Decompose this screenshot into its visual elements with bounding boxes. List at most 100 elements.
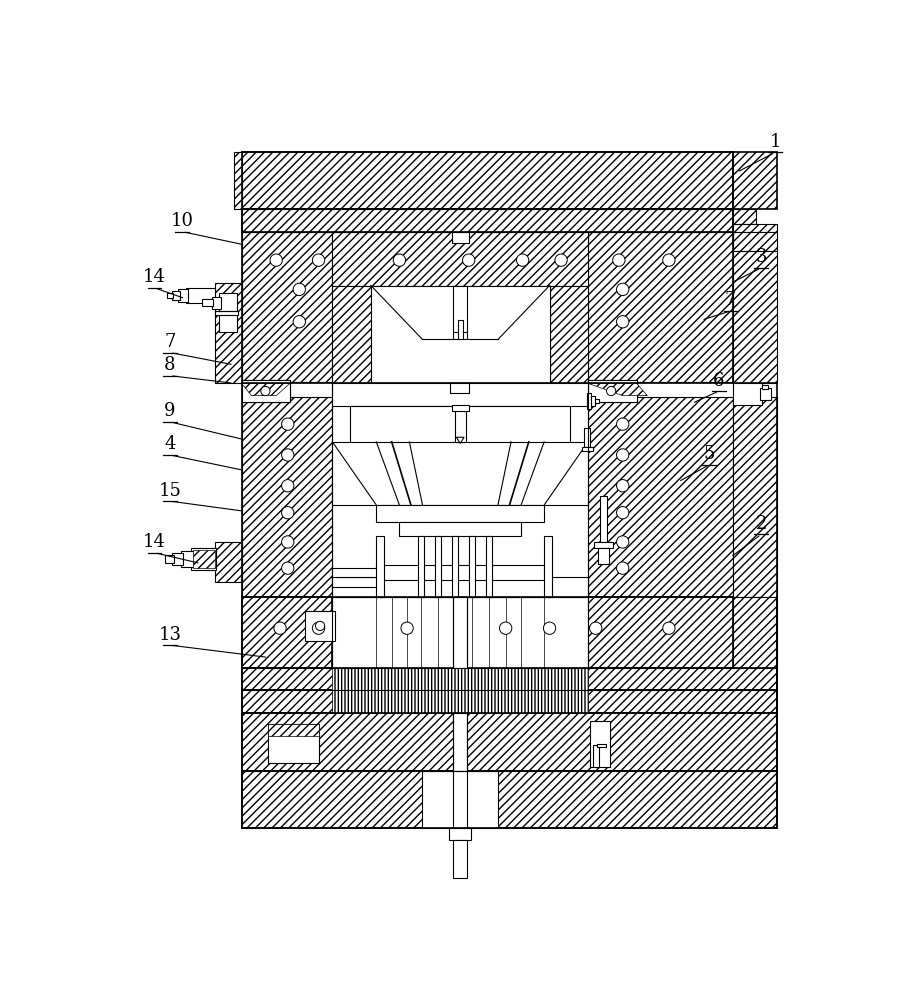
Bar bbox=[596, 744, 606, 747]
Bar bbox=[350, 406, 570, 443]
Bar bbox=[219, 293, 237, 332]
Bar bbox=[454, 406, 466, 442]
Bar bbox=[186, 288, 215, 303]
Bar bbox=[453, 286, 467, 332]
Text: 14: 14 bbox=[143, 533, 166, 551]
Bar bbox=[588, 232, 733, 382]
Bar bbox=[486, 536, 492, 597]
Circle shape bbox=[282, 480, 294, 492]
Bar bbox=[588, 597, 733, 668]
Text: 3: 3 bbox=[755, 248, 767, 266]
Circle shape bbox=[617, 480, 629, 492]
Text: 6: 6 bbox=[713, 371, 725, 389]
Circle shape bbox=[516, 254, 529, 266]
Circle shape bbox=[462, 254, 475, 266]
Bar bbox=[594, 542, 612, 548]
Bar bbox=[762, 385, 768, 389]
Circle shape bbox=[617, 562, 629, 574]
Bar bbox=[242, 713, 778, 771]
Bar bbox=[332, 442, 588, 505]
Polygon shape bbox=[371, 286, 550, 383]
Bar bbox=[193, 550, 215, 568]
Text: 4: 4 bbox=[164, 435, 176, 453]
Bar bbox=[242, 597, 332, 668]
Bar bbox=[242, 380, 290, 402]
Polygon shape bbox=[456, 437, 464, 443]
Circle shape bbox=[663, 254, 675, 266]
Bar bbox=[733, 152, 778, 209]
Bar bbox=[242, 397, 332, 597]
Bar bbox=[172, 291, 180, 300]
Circle shape bbox=[617, 418, 629, 430]
Bar bbox=[242, 232, 332, 382]
Bar bbox=[332, 232, 588, 286]
Circle shape bbox=[617, 449, 629, 461]
Bar bbox=[181, 551, 194, 567]
Bar bbox=[449, 828, 471, 840]
Bar bbox=[332, 577, 588, 597]
Circle shape bbox=[293, 283, 305, 296]
Circle shape bbox=[617, 316, 629, 328]
Text: 1: 1 bbox=[770, 133, 781, 151]
Circle shape bbox=[270, 254, 282, 266]
Bar bbox=[376, 536, 384, 597]
Circle shape bbox=[282, 536, 294, 548]
Bar bbox=[595, 399, 599, 403]
Bar bbox=[453, 840, 467, 878]
Bar bbox=[733, 383, 762, 405]
Text: 14: 14 bbox=[143, 268, 166, 286]
Circle shape bbox=[393, 254, 406, 266]
Circle shape bbox=[260, 386, 270, 396]
Bar bbox=[544, 536, 552, 597]
Polygon shape bbox=[242, 380, 290, 402]
Polygon shape bbox=[588, 380, 637, 402]
Bar bbox=[179, 289, 188, 302]
Bar bbox=[450, 383, 470, 393]
Bar bbox=[332, 577, 377, 587]
Bar bbox=[172, 553, 183, 565]
Bar bbox=[215, 311, 238, 315]
Bar bbox=[332, 286, 371, 383]
Circle shape bbox=[315, 621, 325, 631]
Bar bbox=[588, 397, 733, 597]
Circle shape bbox=[555, 254, 568, 266]
Circle shape bbox=[617, 283, 629, 296]
Text: 9: 9 bbox=[164, 402, 176, 420]
Bar bbox=[590, 721, 610, 767]
Bar bbox=[242, 668, 778, 690]
Circle shape bbox=[282, 418, 294, 430]
Text: 8: 8 bbox=[164, 356, 176, 374]
Bar bbox=[269, 724, 319, 763]
Text: 5: 5 bbox=[703, 445, 715, 463]
Bar bbox=[593, 745, 599, 767]
Circle shape bbox=[282, 507, 294, 519]
Bar bbox=[452, 232, 469, 243]
Bar bbox=[453, 713, 467, 771]
Bar bbox=[332, 668, 588, 690]
Bar bbox=[201, 299, 213, 306]
Bar bbox=[167, 293, 173, 298]
Bar bbox=[733, 251, 778, 383]
Bar bbox=[400, 522, 521, 536]
Circle shape bbox=[590, 622, 602, 634]
Bar bbox=[164, 555, 174, 563]
Bar bbox=[242, 152, 733, 209]
Polygon shape bbox=[242, 383, 290, 396]
Circle shape bbox=[606, 386, 616, 396]
Bar bbox=[760, 388, 771, 400]
Bar bbox=[458, 320, 462, 339]
Bar bbox=[305, 611, 335, 641]
Bar bbox=[733, 224, 778, 232]
Circle shape bbox=[282, 562, 294, 574]
Bar bbox=[452, 536, 458, 597]
Text: 10: 10 bbox=[171, 212, 194, 230]
Text: 2: 2 bbox=[755, 515, 767, 533]
Bar bbox=[733, 597, 778, 668]
Bar bbox=[215, 283, 242, 383]
Bar bbox=[588, 380, 637, 402]
Bar bbox=[453, 597, 467, 668]
Bar bbox=[582, 447, 593, 451]
Circle shape bbox=[617, 536, 629, 548]
Circle shape bbox=[274, 622, 286, 634]
Text: 13: 13 bbox=[158, 626, 181, 644]
